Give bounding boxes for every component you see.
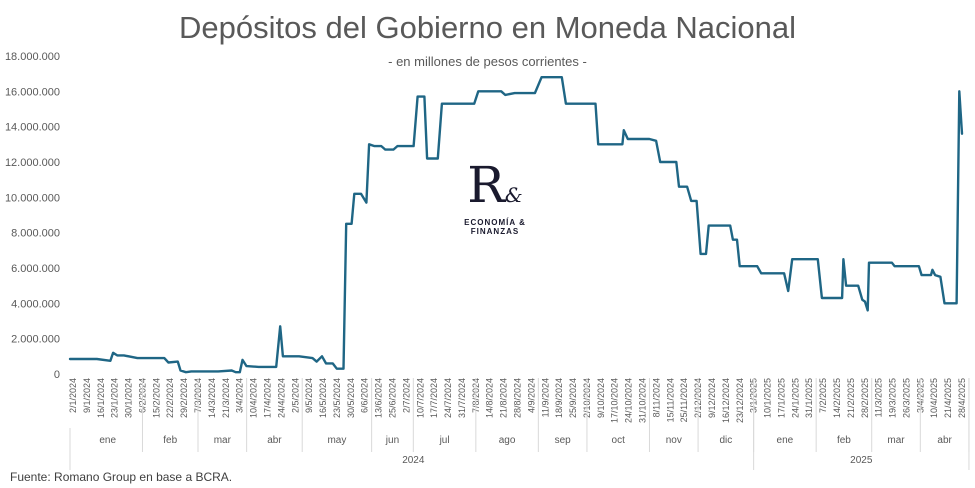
month-label: ago [499,435,516,446]
x-tick-label: 21/4/2025 [943,378,953,418]
month-label: nov [666,435,682,446]
x-tick-label: 19/3/2025 [888,378,898,418]
x-tick-label: 21/8/2024 [499,378,509,418]
chart-subtitle: - en millones de pesos corrientes - [388,54,587,69]
x-tick-label: 11/9/2024 [540,378,550,417]
month-label: abr [267,435,282,446]
x-tick-label: 6/6/2024 [360,378,370,413]
y-tick-label: 2.000.000 [11,334,60,346]
x-tick-label: 23/5/2024 [332,378,342,418]
logo-mark: R [467,156,505,214]
month-label: jul [439,435,450,446]
x-tick-label: 15/11/2024 [665,378,675,422]
x-tick-label: 4/9/2024 [526,378,536,413]
x-tick-label: 9/10/2024 [596,378,606,418]
x-tick-label: 14/8/2024 [485,378,495,418]
x-tick-label: 22/2/2024 [165,378,175,418]
brand-logo: R& ECONOMÍA & FINANZAS [440,160,550,236]
x-tick-label: 10/1/2025 [763,378,773,418]
x-tick-label: 16/5/2024 [318,378,328,418]
logo-text: ECONOMÍA & FINANZAS [464,218,526,236]
x-tick-label: 23/12/2024 [735,378,745,423]
x-tick-label: 21/3/2024 [221,378,231,418]
x-tick-label: 30/5/2024 [346,378,356,418]
x-tick-label: 29/2/2024 [179,378,189,418]
x-tick-label: 2/5/2024 [290,378,300,413]
x-tick-label: 14/3/2024 [207,378,217,418]
x-tick-label: 8/11/2024 [651,378,661,417]
x-tick-label: 10/4/2025 [929,378,939,418]
month-label: oct [612,435,626,446]
chart-title: Depósitos del Gobierno en Moneda Naciona… [179,10,796,45]
x-tick-label: 25/9/2024 [568,378,578,418]
source-note: Fuente: Romano Group en base a BCRA. [10,470,233,484]
y-tick-label: 0 [54,369,60,381]
x-tick-label: 14/2/2025 [832,378,842,418]
x-tick-label: 9/5/2024 [304,378,314,413]
x-tick-label: 17/7/2024 [429,378,439,418]
month-label: may [327,435,346,446]
series-line [68,76,964,374]
x-tick-label: 31/10/2024 [638,378,648,423]
x-tick-label: 24/1/2025 [790,378,800,418]
x-tick-label: 11/3/2025 [874,378,884,417]
x-tick-label: 18/9/2024 [554,378,564,418]
x-tick-label: 31/7/2024 [457,378,467,418]
logo-ampersand: & [504,183,523,207]
x-tick-label: 7/2/2025 [818,378,828,413]
month-label: feb [837,435,851,446]
year-label: 2024 [402,455,425,466]
x-tick-label: 17/4/2024 [262,378,272,418]
x-tick-label: 16/1/2024 [96,378,106,418]
y-tick-label: 10.000.000 [5,192,60,204]
y-tick-label: 18.000.000 [5,51,60,63]
x-tick-label: 10/4/2024 [249,378,259,418]
x-tick-label: 15/2/2024 [151,378,161,418]
year-label: 2025 [850,455,873,466]
month-label: ene [99,435,116,446]
y-tick-label: 12.000.000 [5,157,60,169]
x-tick-label: 10/7/2024 [415,378,425,418]
y-tick-label: 8.000.000 [11,228,60,240]
x-tick-label: 17/1/2025 [776,378,786,418]
x-tick-label: 24/10/2024 [624,378,634,423]
month-label: abr [937,435,952,446]
month-label: mar [887,435,905,446]
x-tick-label: 17/10/2024 [610,378,620,423]
month-label: mar [214,435,232,446]
x-tick-label: 3/4/2024 [235,378,245,413]
y-tick-label: 16.000.000 [5,86,60,98]
x-tick-label: 24/4/2024 [276,378,286,418]
x-tick-label: 9/1/2024 [82,378,92,413]
month-label: dic [719,435,732,446]
x-tick-label: 23/1/2024 [110,378,120,418]
month-label: jun [385,435,399,446]
x-tick-label: 2/1/2024 [68,378,78,413]
y-tick-label: 6.000.000 [11,263,60,275]
x-tick-label: 9/12/2024 [707,378,717,418]
x-tick-label: 26/3/2025 [901,378,911,418]
month-label: feb [163,435,177,446]
month-label: ene [777,435,794,446]
x-tick-label: 13/6/2024 [374,378,384,418]
y-tick-label: 4.000.000 [11,298,60,310]
x-tick-label: 16/12/2024 [721,378,731,423]
x-tick-label: 28/8/2024 [513,378,523,418]
x-tick-label: 30/1/2024 [124,378,134,418]
x-tick-label: 25/6/2024 [387,378,397,418]
x-tick-label: 24/7/2024 [443,378,453,418]
x-tick-label: 31/1/2025 [804,378,814,418]
x-tick-label: 2/7/2024 [401,378,411,413]
x-tick-label: 21/2/2025 [846,378,856,418]
x-tick-label: 28/4/2025 [957,378,967,418]
x-tick-label: 25/11/2024 [679,378,689,422]
month-label: sep [555,435,572,446]
y-tick-label: 14.000.000 [5,122,60,134]
x-tick-label: 28/2/2025 [860,378,870,418]
